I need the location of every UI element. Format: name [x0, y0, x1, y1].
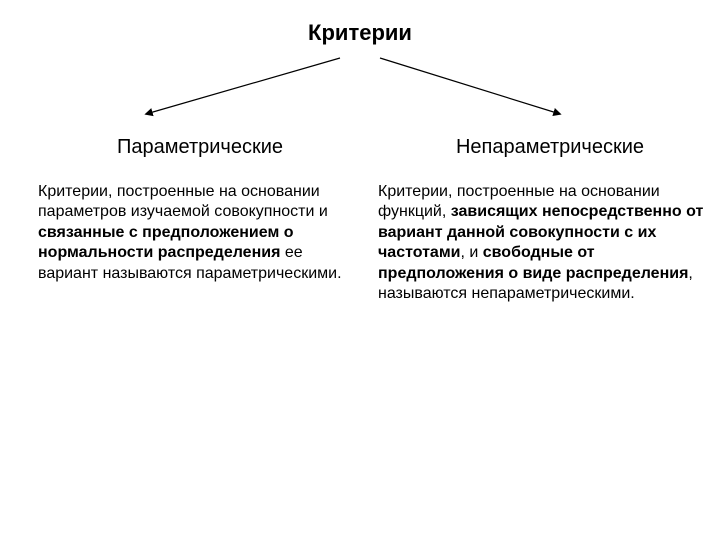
right-branch-heading: Непараметрические — [390, 136, 710, 159]
body-text: Критерии, построенные на основании парам… — [38, 183, 328, 220]
diagram-root: Критерии Параметрические Непараметрическ… — [0, 0, 720, 540]
arrow-right — [380, 58, 560, 114]
left-branch-body: Критерии, построенные на основании парам… — [38, 182, 348, 284]
arrow-left — [146, 58, 340, 114]
diagram-title: Критерии — [0, 20, 720, 46]
left-branch-heading: Параметрические — [40, 136, 360, 159]
body-text: , и — [461, 244, 483, 261]
emphasis-text: связанные с предположением о нормальност… — [38, 224, 294, 261]
right-branch-body: Критерии, построенные на основании функц… — [378, 182, 708, 305]
branch-arrows — [0, 52, 720, 132]
